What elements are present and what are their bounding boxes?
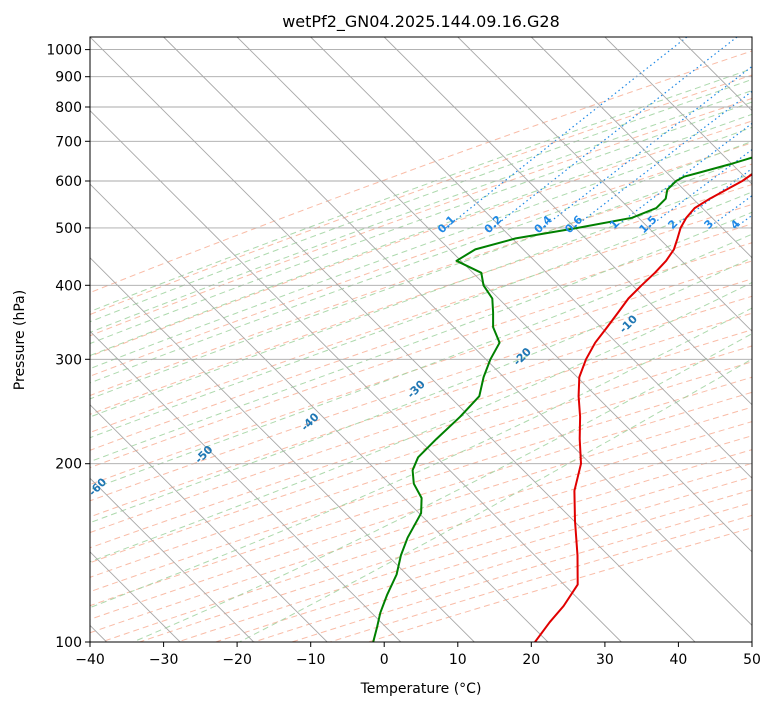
isotherm-line — [163, 37, 752, 627]
x-tick-label: −20 — [222, 652, 252, 668]
dry-adiabat-line — [90, 376, 752, 593]
background-lines — [90, 37, 752, 642]
moist-adiabat-line — [90, 113, 752, 357]
isotherm-line — [90, 37, 696, 642]
dry-adiabat-line — [368, 527, 752, 642]
x-tick-label: −10 — [296, 652, 326, 668]
plot-background — [90, 37, 752, 642]
y-tick-label: 100 — [55, 635, 82, 651]
y-tick-label: 400 — [55, 278, 82, 294]
isotherm-line — [310, 37, 752, 479]
moist-adiabat-line — [90, 191, 752, 439]
dry-adiabat-line — [90, 242, 752, 469]
dry-adiabat-line — [329, 514, 752, 642]
dry-adiabat-line — [90, 361, 752, 578]
x-axis-title: Temperature (°C) — [360, 681, 482, 697]
y-tick-label: 800 — [55, 100, 82, 116]
x-tick-label: 30 — [596, 652, 614, 668]
dry-adiabat-line — [291, 502, 752, 642]
dry-adiabat-line — [90, 203, 752, 434]
y-axis: 100 200 300 400 500 600 700 800 900 1000 — [46, 43, 90, 651]
y-tick-label: 900 — [55, 70, 82, 86]
isotherm-line — [236, 37, 752, 553]
isotherm-line — [457, 37, 752, 332]
y-tick-label: 600 — [55, 174, 82, 190]
isotherm-line — [90, 330, 402, 642]
mixing-ratio-line — [572, 90, 752, 229]
dry-adiabat-line — [90, 97, 752, 337]
y-axis-title: Pressure (hPa) — [12, 290, 28, 390]
dewpoint-line — [372, 156, 752, 642]
dry-adiabat-line — [90, 345, 752, 564]
isotherm-line — [90, 183, 549, 642]
x-tick-label: 0 — [380, 652, 389, 668]
x-tick-label: −30 — [149, 652, 179, 668]
moist-adiabat-line — [90, 101, 752, 345]
isotherm-line — [383, 37, 752, 406]
y-tick-label: 500 — [55, 221, 82, 237]
x-tick-label: 50 — [743, 652, 761, 668]
mixing-ratio-line — [671, 167, 752, 229]
moist-adiabat-line — [90, 140, 752, 384]
isotherm-line — [90, 109, 622, 642]
y-tick-label: 200 — [55, 457, 82, 473]
dry-adiabat-line — [215, 476, 752, 642]
isotherm-line — [90, 477, 255, 642]
dry-adiabat-line — [90, 391, 752, 607]
plot-frame — [89, 36, 753, 643]
isotherm-line — [751, 37, 752, 38]
moist-adiabat-line — [90, 281, 752, 563]
moist-adiabat-line — [90, 173, 752, 418]
dry-adiabat-line — [90, 142, 752, 377]
moist-adiabat-line — [90, 68, 752, 313]
dry-adiabat-line — [90, 223, 752, 451]
x-axis: −40 −30 −20 −10 0 10 20 30 40 50 — [75, 642, 761, 668]
isotherm-line — [604, 37, 752, 185]
dry-adiabat-line — [90, 120, 752, 357]
y-tick-label: 1000 — [46, 43, 82, 59]
y-tick-label: 700 — [55, 134, 82, 150]
moist-adiabat-line — [90, 78, 752, 323]
moist-adiabat-line — [90, 307, 752, 609]
isotherm-line — [530, 37, 752, 259]
isotherm-line — [90, 404, 328, 642]
profile-lines — [372, 156, 752, 642]
moist-adiabat-line — [90, 211, 752, 463]
mixing-ratio-line — [445, 37, 688, 229]
y-tick-label: 300 — [55, 352, 82, 368]
moist-adiabat-line — [90, 156, 752, 400]
moist-adiabat-line — [90, 89, 752, 333]
isotherm-line — [90, 257, 475, 642]
x-tick-label: 10 — [449, 652, 467, 668]
mixing-ratio-line — [492, 37, 738, 229]
mixing-ratio-line — [647, 148, 752, 229]
dry-adiabat-line — [177, 462, 752, 642]
temperature-line — [534, 173, 752, 642]
x-tick-label: 20 — [522, 652, 540, 668]
dry-adiabat-line — [90, 184, 752, 415]
dry-adiabat-line — [90, 329, 752, 549]
dry-adiabat-line — [90, 163, 752, 397]
chart-title: wetPf2_GN04.2025.144.09.16.G28 — [282, 12, 560, 32]
x-tick-label: 40 — [669, 652, 687, 668]
x-tick-label: −40 — [75, 652, 105, 668]
